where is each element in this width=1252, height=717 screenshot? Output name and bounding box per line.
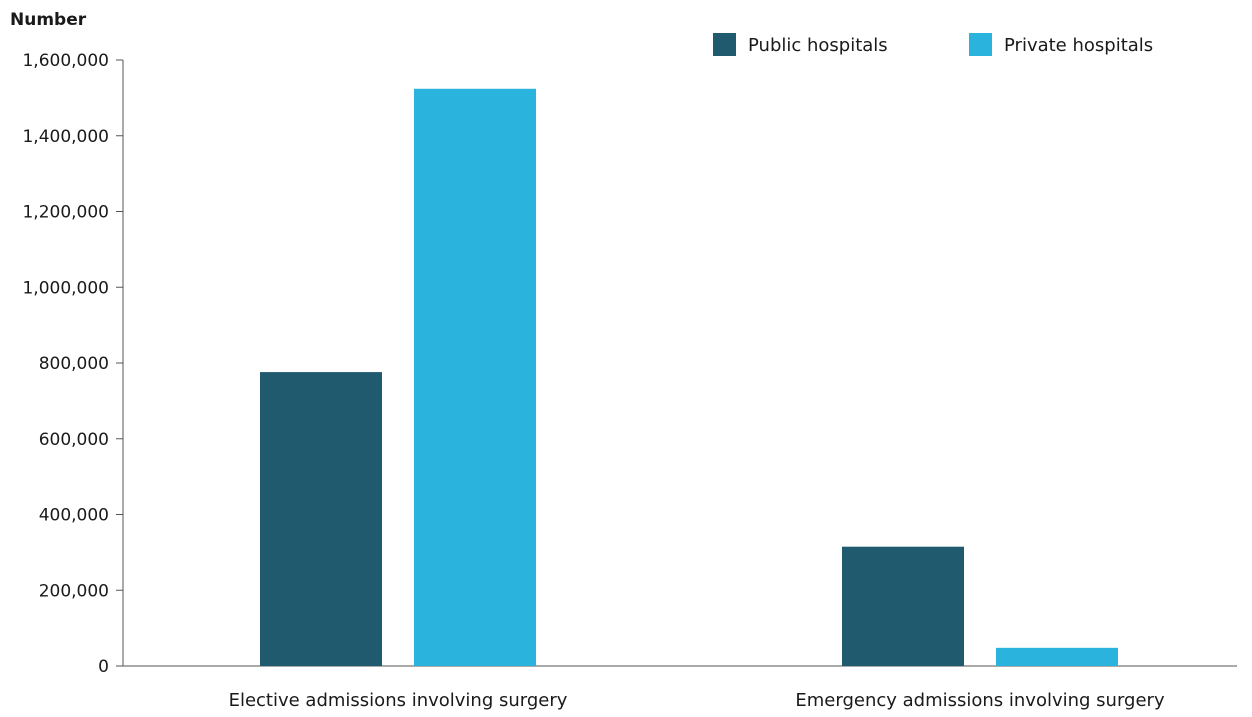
y-tick-label: 1,000,000	[22, 278, 109, 298]
bar-public-emergency	[842, 546, 964, 666]
legend-label-private: Private hospitals	[1004, 35, 1153, 56]
bar-private-emergency	[996, 647, 1118, 666]
y-tick-label: 1,600,000	[22, 51, 109, 71]
x-category-label: Emergency admissions involving surgery	[795, 690, 1165, 711]
legend: Public hospitals Private hospitals	[713, 33, 1153, 56]
bars	[260, 88, 1118, 666]
x-axis-labels: Elective admissions involving surgery Eme…	[229, 690, 1165, 711]
bar-public-elective	[260, 372, 382, 666]
bar-private-elective	[414, 88, 536, 666]
y-tick-label: 1,200,000	[22, 203, 109, 223]
y-tick-label: 800,000	[39, 354, 109, 374]
y-tick-label: 0	[98, 657, 109, 677]
y-axis-ticks: 0 200,000 400,000 600,000 800,000 1,000,000 1,…	[22, 51, 123, 677]
legend-swatch-public	[713, 33, 736, 56]
legend-swatch-private	[969, 33, 992, 56]
y-tick-label: 1,400,000	[22, 127, 109, 147]
y-axis-title: Number	[10, 10, 87, 30]
x-category-label: Elective admissions involving surgery	[229, 690, 568, 711]
y-tick-label: 200,000	[39, 581, 109, 601]
y-tick-label: 600,000	[39, 430, 109, 450]
legend-label-public: Public hospitals	[748, 35, 888, 56]
y-tick-label: 400,000	[39, 506, 109, 526]
